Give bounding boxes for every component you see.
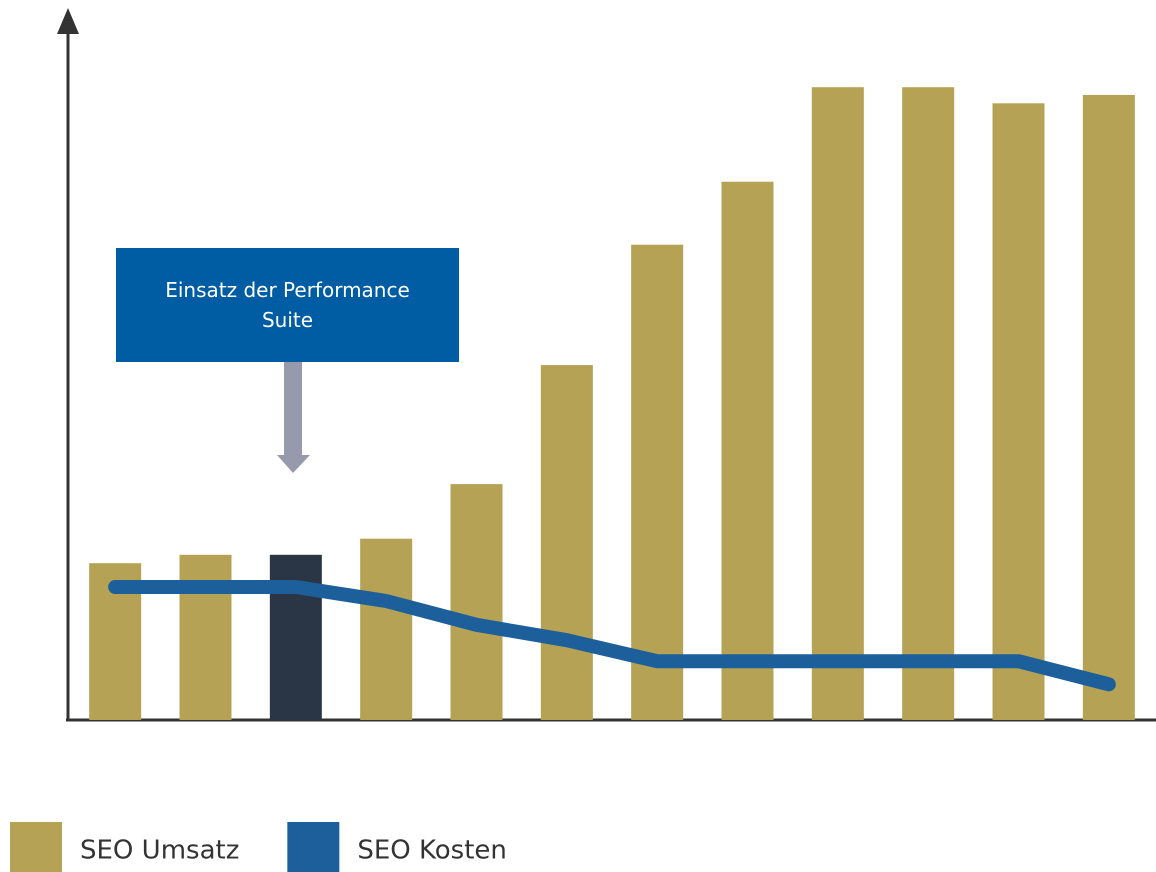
line <box>108 580 1116 692</box>
bar <box>540 365 593 720</box>
bar <box>360 538 413 720</box>
bar <box>450 484 503 720</box>
bar <box>179 554 232 720</box>
legend-label: SEO Kosten <box>357 836 507 866</box>
bar <box>269 554 322 720</box>
annotation: Einsatz der Performance Suite <box>116 248 459 362</box>
bar <box>721 181 774 720</box>
legend-swatch <box>10 822 62 872</box>
legend-swatch <box>287 822 340 872</box>
legend-label: SEO Umsatz <box>80 836 239 866</box>
annotation-arrow-head <box>277 455 310 473</box>
y-axis-arrow <box>57 8 79 34</box>
annotation-arrow <box>284 362 302 456</box>
bar <box>811 87 864 720</box>
bar <box>631 244 684 720</box>
bar <box>1082 94 1135 720</box>
bar <box>992 103 1045 721</box>
bar <box>902 87 955 720</box>
